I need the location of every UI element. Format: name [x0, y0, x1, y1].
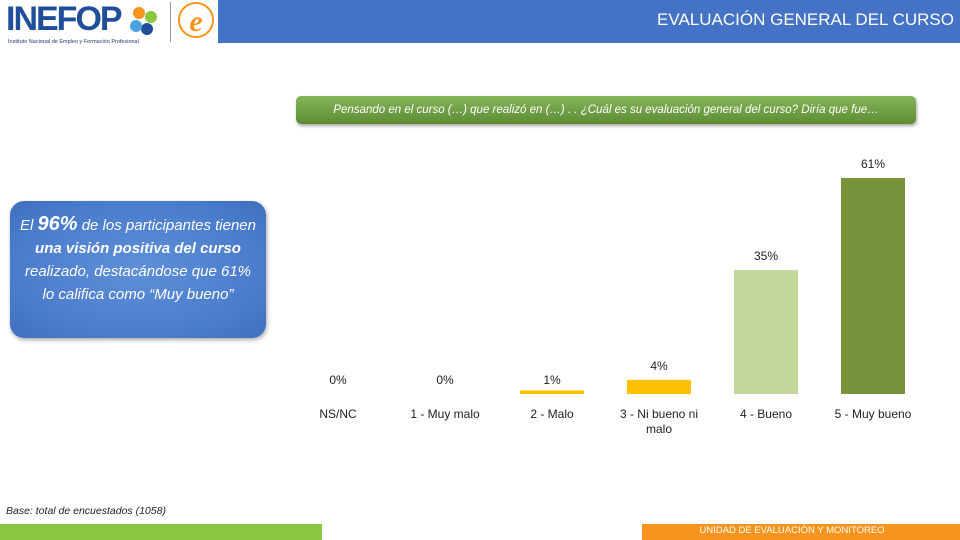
data-label-3: 4%: [650, 359, 668, 373]
category-label-5: 5 - Muy bueno: [835, 407, 912, 421]
bar-3: [627, 379, 691, 394]
logo-subtitle: Instituto Nacional de Empleo y Formación…: [8, 39, 139, 45]
data-label-4: 35%: [754, 249, 778, 263]
summary-pre: El: [20, 217, 38, 234]
category-label-1: 1 - Muy malo: [410, 407, 480, 421]
summary-bold: una visión positiva del curso: [35, 240, 241, 257]
e-logo-icon: e: [178, 2, 214, 38]
logo-divider: [170, 2, 171, 42]
summary-callout: El 96% de los participantes tienen una v…: [10, 201, 266, 338]
header-bar: EVALUACIÓN GENERAL DEL CURSO: [218, 0, 960, 43]
category-label-4: 4 - Bueno: [740, 407, 792, 421]
category-label-3: 3 - Ni bueno ni malo: [620, 407, 698, 436]
bar-5: [841, 178, 905, 394]
summary-text: El 96% de los participantes tienen una v…: [18, 213, 258, 306]
inefop-logo: INEFOP Instituto Nacional de Empleo y Fo…: [4, 0, 216, 48]
summary-percent: 96%: [37, 213, 78, 235]
summary-mid1: de los participantes tienen: [77, 217, 256, 234]
data-label-1: 0%: [436, 373, 454, 387]
footer-orange-bar: [642, 524, 960, 540]
logo-text: INEFOP: [6, 0, 123, 38]
footer-green-bar: [0, 524, 322, 540]
bar-2: [520, 390, 584, 394]
question-banner: Pensando en el curso (…) que realizó en …: [296, 96, 916, 124]
page-title: EVALUACIÓN GENERAL DEL CURSO: [657, 10, 954, 29]
data-label-0: 0%: [329, 373, 347, 387]
category-label-2: 2 - Malo: [530, 407, 574, 421]
data-label-5: 61%: [861, 157, 885, 171]
data-label-2: 1%: [543, 373, 561, 387]
footer-unit-label: UNIDAD DE EVALUACIÓN Y MONITOREO: [699, 525, 885, 536]
base-note: Base: total de encuestados (1058): [6, 505, 166, 517]
summary-mid2: realizado, destacándose que 61% lo calif…: [25, 263, 251, 303]
category-label-0: NS/NC: [319, 407, 357, 421]
bar-4: [734, 270, 798, 394]
logo-flower-icon: [130, 7, 157, 35]
svg-text:e: e: [189, 5, 202, 38]
